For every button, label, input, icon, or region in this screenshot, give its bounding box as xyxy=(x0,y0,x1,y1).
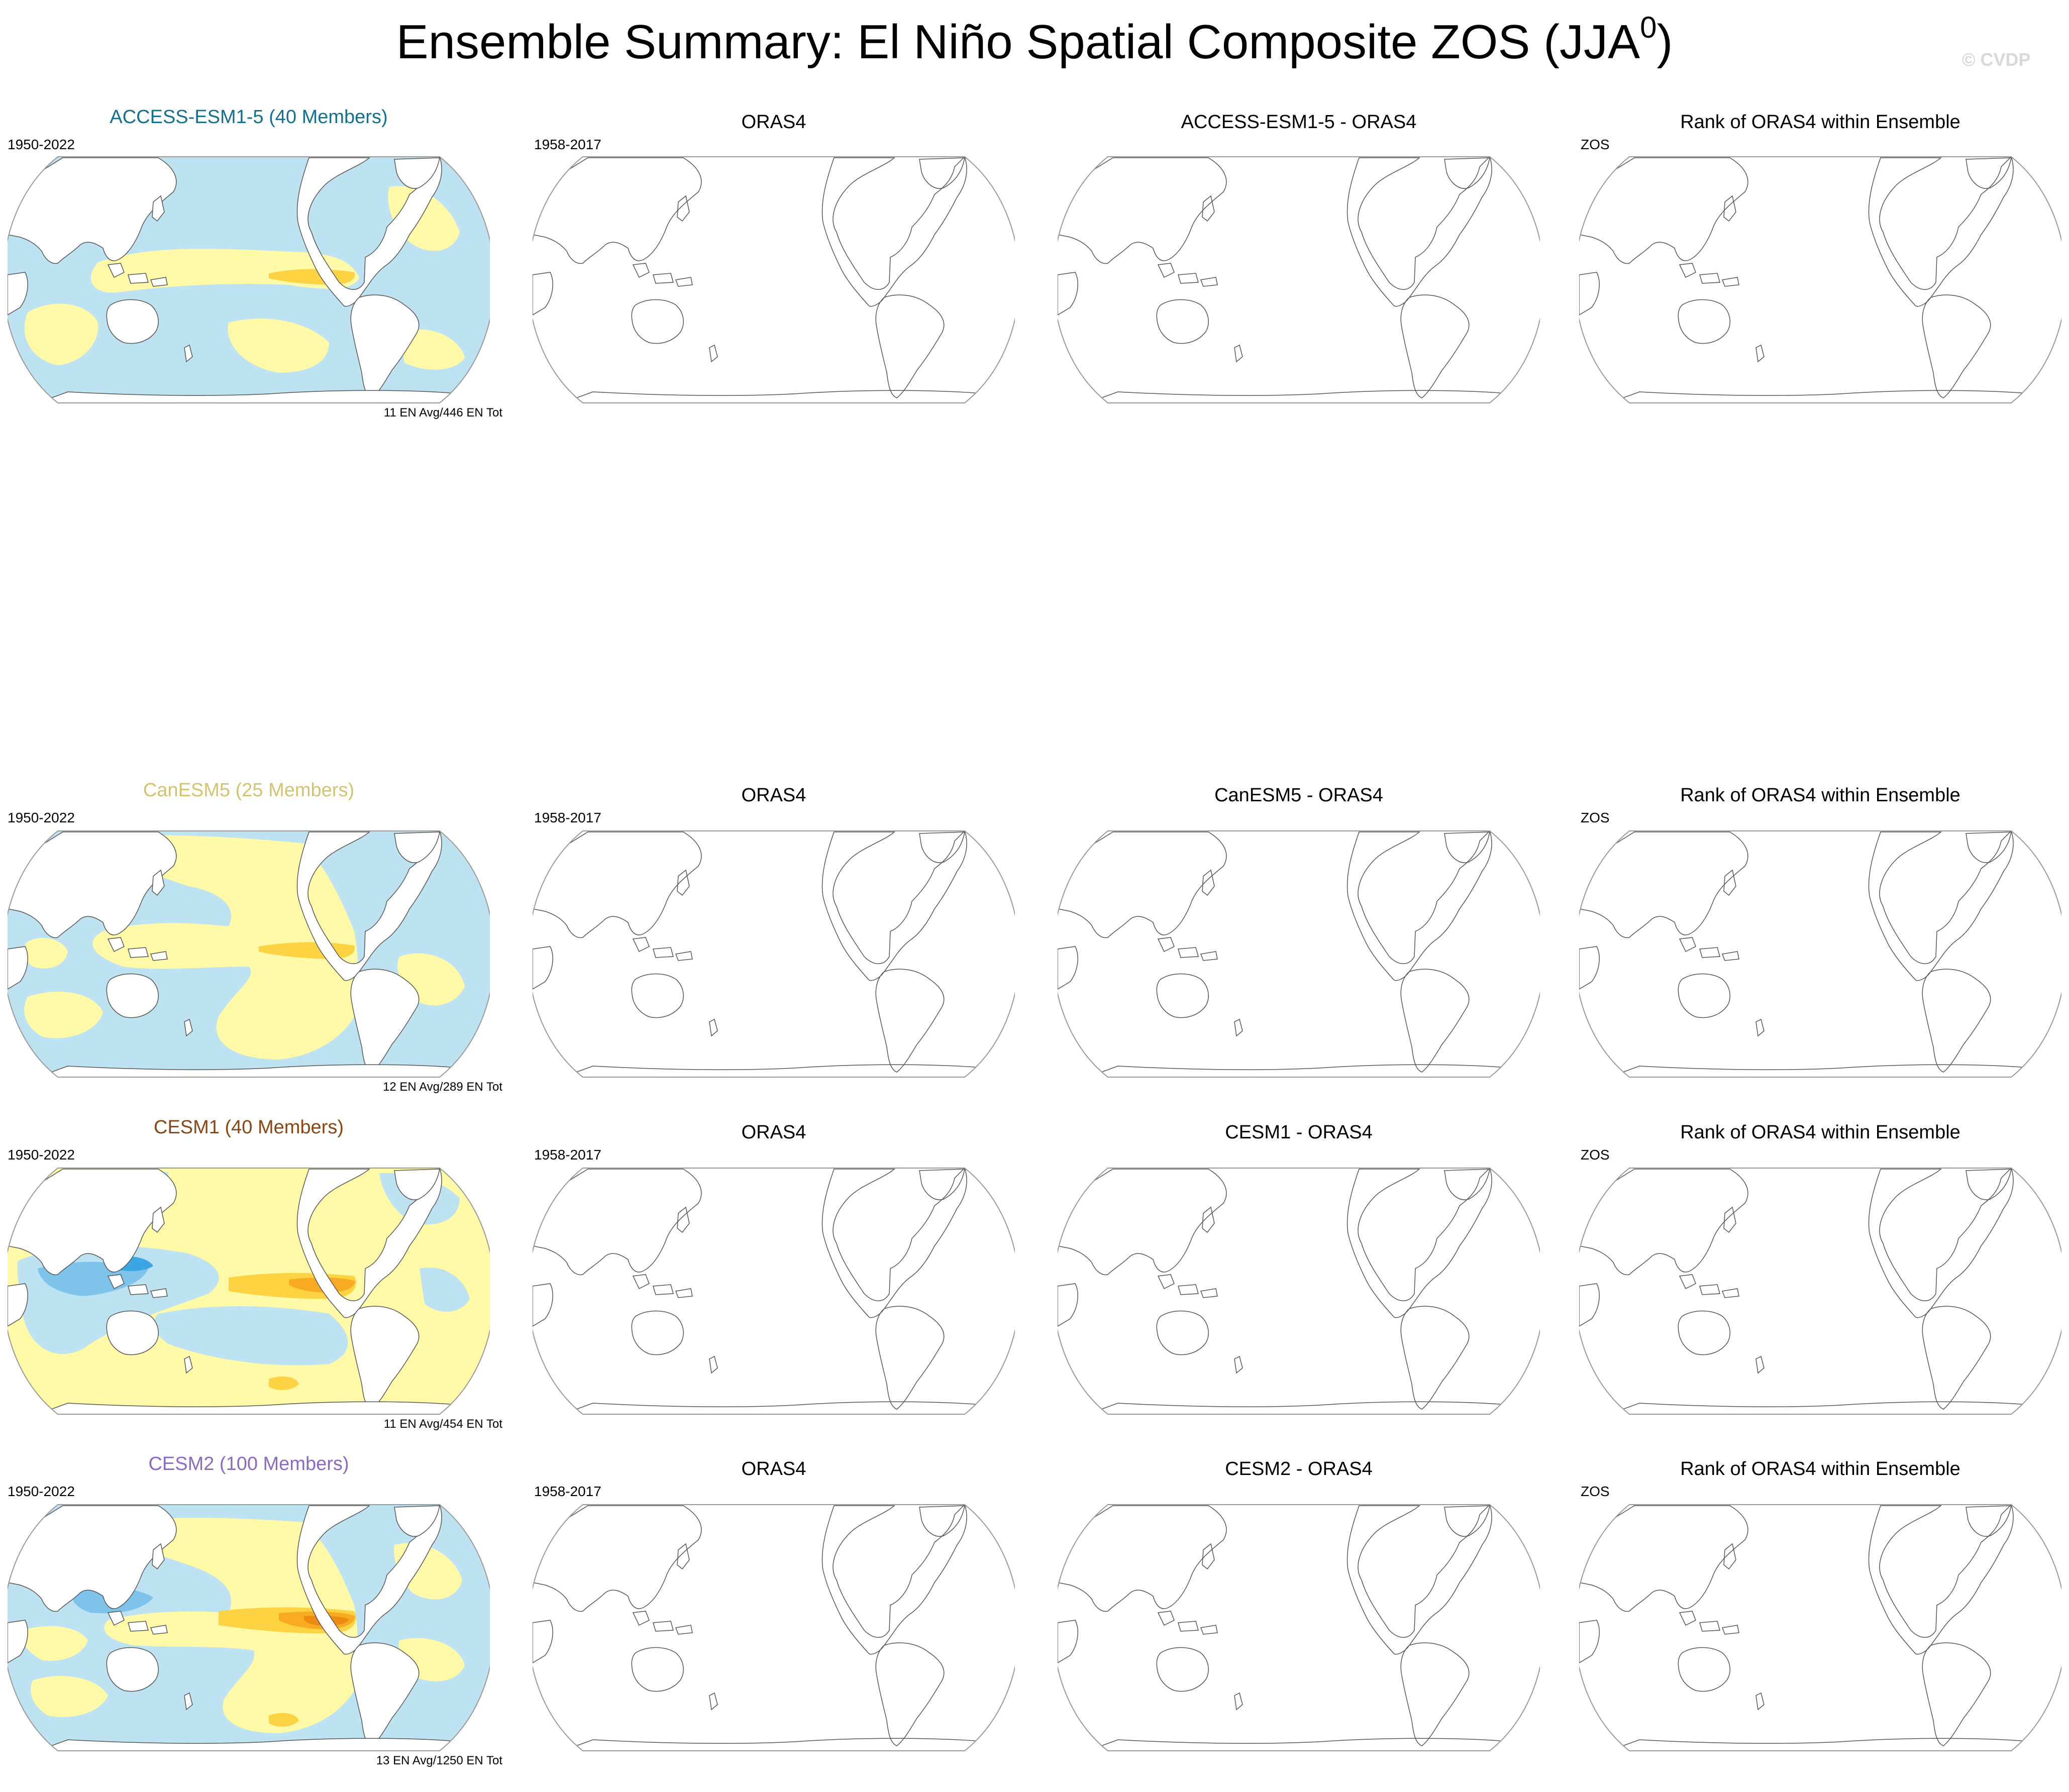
model-blue-zone xyxy=(420,1268,470,1312)
row1-obs-title: ORAS4 xyxy=(741,112,806,133)
row2-rank-variable: ZOS xyxy=(1581,810,1610,825)
row3-model-title: CESM1 (40 Members) xyxy=(154,1117,344,1138)
row1-rank-title: Rank of ORAS4 within Ensemble xyxy=(1680,112,1960,133)
row3-model-count: 11 EN Avg/454 EN Tot xyxy=(383,1417,502,1431)
model-yellow-zone xyxy=(31,1676,108,1718)
row3-obs-title: ORAS4 xyxy=(741,1122,806,1143)
row3-obs-period: 1958-2017 xyxy=(534,1147,601,1163)
row1-model-period: 1950-2022 xyxy=(8,137,75,152)
row3-rank-variable: ZOS xyxy=(1581,1147,1610,1163)
row2-diff-map xyxy=(1058,830,1540,1078)
model-orange-zone xyxy=(269,1376,299,1390)
row4-obs-map xyxy=(533,1504,1015,1751)
row1-obs-map xyxy=(533,156,1015,403)
row2-model-count: 12 EN Avg/289 EN Tot xyxy=(383,1080,502,1094)
model-blue-zone xyxy=(154,1306,348,1365)
row3-rank-title: Rank of ORAS4 within Ensemble xyxy=(1680,1122,1960,1143)
row4-diff-map xyxy=(1058,1504,1540,1751)
row2-obs-title: ORAS4 xyxy=(741,785,806,806)
model-yellow-zone xyxy=(88,835,358,1060)
row2-rank-map xyxy=(1579,830,2061,1078)
row4-model-count: 13 EN Avg/1250 EN Tot xyxy=(376,1754,502,1767)
model-yellow-zone xyxy=(23,937,68,969)
row3-rank-map xyxy=(1579,1168,2061,1415)
row3-obs-map xyxy=(533,1168,1015,1415)
row1-diff-map xyxy=(1058,156,1540,403)
row3-diff-map xyxy=(1058,1168,1540,1415)
row4-obs-period: 1958-2017 xyxy=(534,1484,601,1499)
figure-title-superscript: 0 xyxy=(1640,11,1657,44)
row4-diff-title: CESM2 - ORAS4 xyxy=(1225,1458,1373,1480)
row2-obs-map xyxy=(533,830,1015,1078)
figure-title: Ensemble Summary: El Niño Spatial Compos… xyxy=(0,11,2069,70)
row1-obs-period: 1958-2017 xyxy=(534,137,601,152)
model-blue-zone xyxy=(38,1261,148,1296)
row1-rank-variable: ZOS xyxy=(1581,137,1610,152)
row1-rank-map xyxy=(1579,156,2061,403)
row1-model-count: 11 EN Avg/446 EN Tot xyxy=(383,406,502,419)
row4-rank-map xyxy=(1579,1504,2061,1751)
row2-rank-title: Rank of ORAS4 within Ensemble xyxy=(1680,785,1960,806)
row4-rank-title: Rank of ORAS4 within Ensemble xyxy=(1680,1458,1960,1480)
figure-title-main: Ensemble Summary: El Niño Spatial Compos… xyxy=(396,15,1640,69)
cvdp-credit: © CVDP xyxy=(1962,49,2031,70)
model-yellow-zone xyxy=(24,992,103,1038)
model-yellow-zone xyxy=(22,1626,88,1661)
row2-model-map xyxy=(8,830,490,1078)
model-yellow-zone xyxy=(399,329,465,370)
row4-model-period: 1950-2022 xyxy=(8,1484,75,1499)
row1-model-map xyxy=(8,156,490,403)
row2-obs-period: 1958-2017 xyxy=(534,810,601,825)
model-yellow-zone xyxy=(24,303,98,365)
row4-model-title: CESM2 (100 Members) xyxy=(148,1453,349,1474)
row4-model-map xyxy=(8,1504,490,1751)
row2-model-title: CanESM5 (25 Members) xyxy=(143,780,355,801)
row1-diff-title: ACCESS-ESM1-5 - ORAS4 xyxy=(1181,112,1417,133)
row4-obs-title: ORAS4 xyxy=(741,1458,806,1480)
row3-diff-title: CESM1 - ORAS4 xyxy=(1225,1122,1373,1143)
row2-diff-title: CanESM5 - ORAS4 xyxy=(1214,785,1383,806)
figure-title-close: ) xyxy=(1657,15,1673,69)
row3-model-period: 1950-2022 xyxy=(8,1147,75,1163)
row2-model-period: 1950-2022 xyxy=(8,810,75,825)
model-yellow-zone xyxy=(228,319,329,373)
row3-model-map xyxy=(8,1168,490,1415)
row4-rank-variable: ZOS xyxy=(1581,1484,1610,1499)
model-orange-zone xyxy=(269,1713,299,1727)
row1-model-title: ACCESS-ESM1-5 (40 Members) xyxy=(110,107,388,128)
